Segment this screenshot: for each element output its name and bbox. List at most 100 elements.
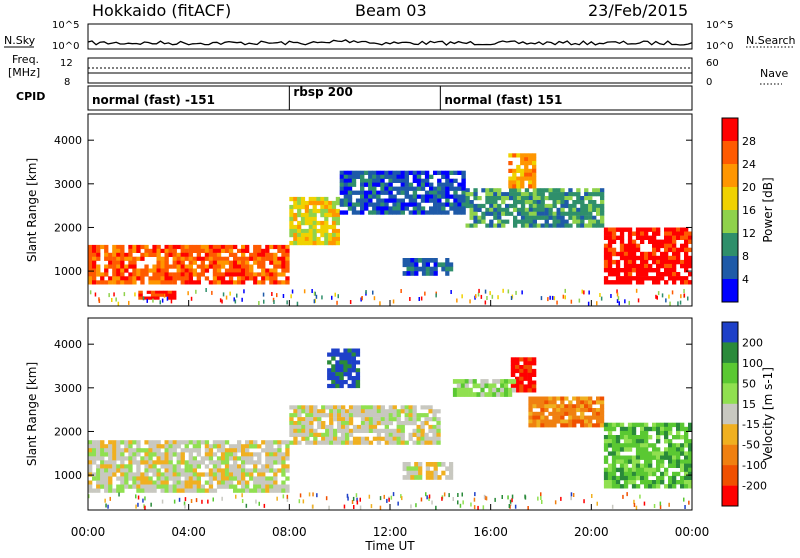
heatmap-cell bbox=[548, 215, 553, 220]
heatmap-cell bbox=[424, 436, 429, 441]
heatmap-cell bbox=[245, 248, 250, 253]
heatmap-cell bbox=[351, 210, 357, 215]
heatmap-cell bbox=[138, 290, 143, 294]
heatmap-cell bbox=[436, 436, 441, 441]
heatmap-cell bbox=[404, 186, 409, 191]
heatmap-cell bbox=[309, 409, 314, 414]
heatmap-cell bbox=[408, 202, 414, 207]
scatter-speck bbox=[356, 497, 358, 502]
heatmap-cell bbox=[516, 176, 521, 181]
heatmap-cell bbox=[520, 215, 526, 220]
heatmap-cell bbox=[580, 203, 585, 209]
heatmap-cell bbox=[265, 444, 270, 449]
velocity-colorbar-label: Velocity [m s-1] bbox=[761, 367, 775, 461]
scatter-speck bbox=[291, 289, 294, 294]
heatmap-cell bbox=[112, 272, 117, 277]
heatmap-cell bbox=[269, 456, 274, 461]
heatmap-cell bbox=[116, 476, 121, 481]
heatmap-cell bbox=[388, 186, 393, 191]
heatmap-cell bbox=[640, 235, 645, 240]
heatmap-cell bbox=[224, 248, 230, 253]
heatmap-cell bbox=[611, 268, 617, 273]
heatmap-cell bbox=[341, 413, 346, 418]
colorbar-tick-label: 100 bbox=[742, 357, 763, 370]
heatmap-cell bbox=[619, 484, 625, 489]
heatmap-cell bbox=[156, 484, 161, 489]
heatmap-cell bbox=[523, 365, 528, 370]
heatmap-cell bbox=[220, 280, 226, 285]
heatmap-cell bbox=[100, 444, 105, 449]
heatmap-cell bbox=[572, 207, 577, 212]
heatmap-cell bbox=[124, 256, 129, 261]
heatmap-cell bbox=[372, 421, 378, 426]
heatmap-cell bbox=[453, 206, 458, 211]
heatmap-cell bbox=[249, 456, 254, 461]
heatmap-cell bbox=[552, 419, 557, 424]
heatmap-cell bbox=[156, 272, 161, 277]
heatmap-cell bbox=[599, 411, 605, 416]
heatmap-cell bbox=[684, 443, 689, 448]
heatmap-cell bbox=[640, 435, 645, 440]
heatmap-cell bbox=[418, 466, 423, 472]
heatmap-cell bbox=[416, 182, 422, 187]
heatmap-cell bbox=[627, 459, 633, 464]
heatmap-cell bbox=[331, 356, 336, 361]
heatmap-cell bbox=[560, 223, 565, 228]
heatmap-cell bbox=[404, 182, 409, 187]
heatmap-cell bbox=[580, 423, 585, 428]
heatmap-cell bbox=[241, 268, 246, 273]
heatmap-cell bbox=[648, 451, 653, 456]
heatmap-cell bbox=[528, 153, 533, 158]
heatmap-cell bbox=[148, 468, 153, 473]
heatmap-cell bbox=[172, 256, 177, 261]
heatmap-cell bbox=[257, 444, 262, 449]
heatmap-cell bbox=[249, 256, 254, 261]
heatmap-cell bbox=[241, 480, 246, 485]
heatmap-cell bbox=[96, 448, 101, 453]
heatmap-cell bbox=[420, 440, 425, 445]
heatmap-cell bbox=[640, 480, 645, 485]
heatmap-cell bbox=[588, 200, 593, 205]
heatmap-cell bbox=[168, 452, 173, 457]
heatmap-cell bbox=[631, 251, 637, 257]
heatmap-cell bbox=[92, 260, 97, 265]
heatmap-cell bbox=[136, 452, 141, 457]
heatmap-cell bbox=[343, 368, 348, 373]
heatmap-cell bbox=[124, 472, 129, 477]
heatmap-cell bbox=[216, 252, 222, 257]
scatter-speck bbox=[137, 495, 140, 500]
heatmap-cell bbox=[249, 460, 254, 465]
heatmap-cell bbox=[588, 196, 593, 201]
heatmap-cell bbox=[588, 408, 593, 413]
heatmap-cell bbox=[572, 423, 577, 428]
heatmap-cell bbox=[528, 157, 533, 162]
heatmap-cell bbox=[623, 467, 629, 473]
heatmap-cell bbox=[432, 432, 437, 437]
heatmap-cell bbox=[351, 206, 357, 211]
heatmap-cell bbox=[592, 203, 597, 209]
heatmap-cell bbox=[277, 488, 282, 493]
heatmap-cell bbox=[556, 215, 561, 220]
colorbar-tick-label: 16 bbox=[742, 204, 756, 217]
scatter-speck bbox=[596, 501, 598, 506]
heatmap-cell bbox=[544, 423, 549, 428]
heatmap-cell bbox=[603, 439, 609, 444]
heatmap-cell bbox=[484, 379, 489, 384]
heatmap-cell bbox=[277, 272, 282, 277]
heatmap-cell bbox=[212, 260, 218, 265]
heatmap-cell bbox=[588, 211, 593, 216]
heatmap-cell bbox=[496, 392, 501, 397]
heatmap-cell bbox=[212, 444, 218, 449]
heatmap-cell bbox=[245, 452, 250, 457]
heatmap-cell bbox=[167, 293, 173, 297]
heatmap-cell bbox=[156, 252, 161, 257]
heatmap-cell bbox=[273, 252, 278, 257]
heatmap-cell bbox=[257, 460, 262, 465]
heatmap-cell bbox=[224, 448, 230, 453]
heatmap-cell bbox=[433, 170, 438, 175]
heatmap-cell bbox=[273, 260, 278, 265]
heatmap-cell bbox=[140, 460, 145, 465]
heatmap-cell bbox=[457, 198, 462, 203]
heatmap-cell bbox=[660, 459, 665, 464]
scatter-speck bbox=[428, 494, 431, 499]
